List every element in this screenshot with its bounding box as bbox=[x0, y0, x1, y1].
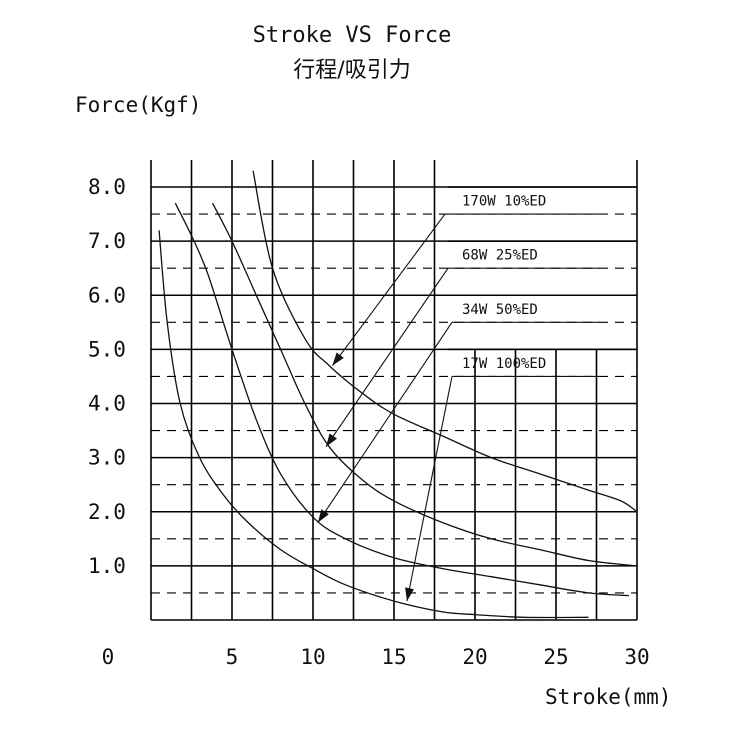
series-line-2 bbox=[212, 202, 638, 567]
series-line-3 bbox=[174, 202, 629, 597]
y-axis-label: Force(Kgf) bbox=[75, 93, 201, 117]
x-tick-label: 25 bbox=[543, 645, 568, 669]
y-tick-label: 6.0 bbox=[88, 283, 126, 307]
y-tick-label: 7.0 bbox=[88, 229, 126, 253]
legend-leader-3 bbox=[317, 322, 453, 523]
legend-label-2: 68W 25%ED bbox=[462, 248, 538, 264]
x-tick-label: 15 bbox=[381, 645, 406, 669]
x-tick-label: 10 bbox=[300, 645, 325, 669]
chart-title: Stroke VS Force bbox=[253, 23, 452, 48]
x-tick-label: 30 bbox=[624, 645, 649, 669]
x-tick-label: 20 bbox=[462, 645, 487, 669]
chart-subtitle: 行程/吸引力 bbox=[293, 58, 410, 83]
legend-label-3: 34W 50%ED bbox=[462, 302, 538, 318]
y-tick-label: 2.0 bbox=[88, 500, 126, 524]
legend-leader-4 bbox=[406, 376, 453, 602]
legend-label-4: 17W 100%ED bbox=[462, 356, 546, 372]
x-tick-label: 5 bbox=[226, 645, 239, 669]
y-tick-label: 8.0 bbox=[88, 175, 126, 199]
grid bbox=[150, 160, 638, 621]
legend-leader-2 bbox=[325, 267, 449, 448]
series-curves bbox=[158, 170, 638, 619]
y-tick-label: 4.0 bbox=[88, 392, 126, 416]
series-line-4 bbox=[158, 230, 589, 619]
x-axis-label: Stroke(mm) bbox=[545, 685, 671, 709]
legend-label-1: 170W 10%ED bbox=[462, 194, 546, 210]
y-tick-label: 1.0 bbox=[88, 554, 126, 578]
y-tick-label: 3.0 bbox=[88, 446, 126, 470]
series-line-1 bbox=[252, 170, 638, 513]
legend: 170W 10%ED 68W 25%ED 34W 50%ED 17W 100%ED bbox=[317, 194, 600, 602]
legend-arrowhead-2 bbox=[326, 433, 337, 447]
x-tick-label: 0 bbox=[102, 645, 115, 669]
legend-arrowhead-3 bbox=[317, 509, 329, 523]
legend-leader-1 bbox=[331, 213, 446, 366]
legend-arrowhead-1 bbox=[332, 352, 344, 366]
y-tick-label: 5.0 bbox=[88, 337, 126, 361]
legend-arrowhead-4 bbox=[405, 587, 414, 602]
tick-labels: 1.0 2.0 3.0 4.0 5.0 6.0 7.0 8.0 0 5 10 15 20 25 30 bbox=[88, 175, 650, 669]
